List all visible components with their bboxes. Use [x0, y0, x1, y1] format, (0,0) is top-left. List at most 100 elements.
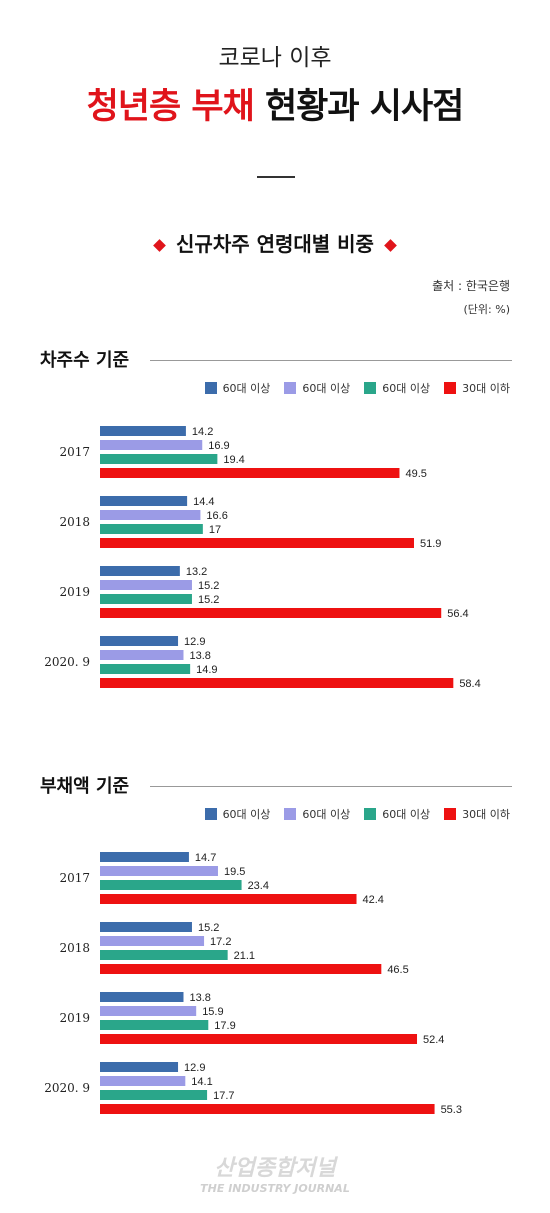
bar-value-label: 42.4	[363, 894, 384, 906]
chart-title-rule	[150, 786, 512, 787]
bar-value-label: 16.9	[208, 440, 229, 452]
bar-value-label: 14.1	[191, 1076, 212, 1088]
page-title: 청년층 부채 현황과 시사점	[0, 78, 550, 129]
bar-value-label: 14.2	[192, 426, 213, 438]
bar	[100, 1034, 418, 1044]
chart-title: 차주수 기준	[40, 350, 130, 371]
bar-value-label: 17.2	[210, 936, 231, 948]
bar-value-label: 14.7	[195, 852, 216, 864]
bar	[100, 538, 414, 548]
legend-swatch	[444, 382, 457, 394]
bar-value-label: 21.1	[234, 950, 255, 962]
legend-item: 30대 이하	[444, 380, 510, 396]
legend-item: 60대 이상	[204, 380, 271, 396]
bar	[100, 650, 184, 660]
chart-plot: 2017 14.7 19.523.4 42.4 2018 15.2 17.221.1 46.5…	[44, 852, 462, 1116]
legend-label: 60대 이상	[222, 808, 271, 821]
bar-value-label: 19.5	[224, 866, 245, 878]
bar	[100, 454, 218, 464]
bar	[100, 1062, 179, 1072]
unit-note: (단위: %)	[463, 303, 510, 316]
bar	[100, 636, 179, 646]
bar	[100, 608, 442, 618]
bar-value-label: 15.9	[202, 1006, 223, 1018]
bar-value-label: 15.2	[198, 594, 219, 606]
section-title: 신규차주 연령대별 비중	[0, 228, 550, 257]
bar	[100, 950, 228, 960]
legend-item: 60대 이상	[204, 806, 271, 822]
bar	[100, 964, 382, 974]
category-label: 2019	[59, 585, 90, 599]
bar	[100, 1006, 197, 1016]
bar	[100, 866, 218, 876]
diamond-icon	[153, 239, 166, 252]
legend-swatch	[364, 808, 377, 820]
legend-label: 60대 이상	[222, 382, 271, 395]
bar	[100, 992, 184, 1002]
watermark-logo: 산업종합저널 THE INDUSTRY JOURNAL	[0, 1150, 550, 1195]
legend-swatch	[204, 382, 217, 394]
legend-item: 60대 이상	[364, 806, 430, 822]
legend-swatch	[204, 808, 217, 820]
category-label: 2017	[59, 445, 90, 459]
bar-value-label: 46.5	[387, 964, 408, 976]
legend-label: 60대 이상	[382, 808, 431, 821]
legend-swatch	[364, 382, 377, 394]
bar	[100, 468, 400, 478]
legend-label: 60대 이상	[302, 808, 351, 821]
category-label: 2020. 9	[44, 1081, 90, 1095]
category-label: 2019	[59, 1011, 90, 1025]
legend-label: 30대 이하	[462, 382, 510, 395]
category-label: 2018	[59, 515, 90, 529]
legend-label: 30대 이하	[462, 808, 510, 821]
title-divider	[257, 176, 295, 178]
legend-item: 30대 이하	[444, 806, 510, 822]
chart-legend: 60대 이상 60대 이상 60대 이상 30대 이하	[204, 806, 510, 822]
legend-label: 60대 이상	[382, 382, 431, 395]
bar-value-label: 17.7	[213, 1090, 234, 1102]
bar	[100, 894, 357, 904]
bar-value-label: 15.2	[198, 580, 219, 592]
bar	[100, 678, 454, 688]
section-title-text: 신규차주 연령대별 비중	[176, 232, 374, 256]
bar	[100, 1104, 435, 1114]
bar-value-label: 52.4	[423, 1034, 444, 1046]
legend-label: 60대 이상	[302, 382, 351, 395]
bar-value-label: 15.2	[198, 922, 219, 934]
bar	[100, 664, 191, 674]
bar	[100, 426, 186, 436]
chart-plot: 2017 14.2 16.9 19.4 49.5 2018 14.4 16.6 17 51.9 20…	[44, 426, 481, 690]
bar-value-label: 14.9	[196, 664, 217, 676]
bar	[100, 524, 203, 534]
legend-item: 60대 이상	[364, 380, 430, 396]
bar	[100, 510, 201, 520]
bar	[100, 440, 203, 450]
bar-value-label: 12.9	[184, 1062, 205, 1074]
chart-debt-amount: 부채액 기준 60대 이상 60대 이상 60대 이상 30대 이하 2017 14.7 19…	[0, 772, 550, 1162]
chart-borrowers: 차주수 기준 60대 이상 60대 이상 60대 이상 30대 이하 2017 14.2 16…	[0, 346, 550, 736]
legend-swatch	[444, 808, 457, 820]
bar-value-label: 13.2	[186, 566, 207, 578]
source-note: 출처 : 한국은행	[432, 279, 510, 293]
watermark-korean: 산업종합저널	[214, 1156, 336, 1181]
bar	[100, 936, 205, 946]
bar-value-label: 14.4	[193, 496, 214, 508]
bar	[100, 566, 180, 576]
chart-title-rule	[150, 360, 512, 361]
chart-title: 부채액 기준	[40, 776, 130, 797]
category-label: 2018	[59, 941, 90, 955]
bar-value-label: 17.9	[214, 1020, 235, 1032]
bar	[100, 1020, 209, 1030]
title-highlight: 청년층 부채	[86, 87, 255, 127]
bar-value-label: 19.4	[223, 454, 244, 466]
bar-value-label: 56.4	[447, 608, 468, 620]
title-rest: 현황과 시사점	[264, 87, 464, 127]
bar-value-label: 55.3	[441, 1104, 462, 1116]
bar-value-label: 58.4	[459, 678, 480, 690]
bar-value-label: 13.8	[189, 650, 210, 662]
bar-value-label: 16.6	[206, 510, 227, 522]
bar	[100, 1076, 186, 1086]
page-subtitle: 코로나 이후	[218, 45, 332, 71]
legend-item: 60대 이상	[284, 806, 350, 822]
diamond-icon	[384, 239, 397, 252]
